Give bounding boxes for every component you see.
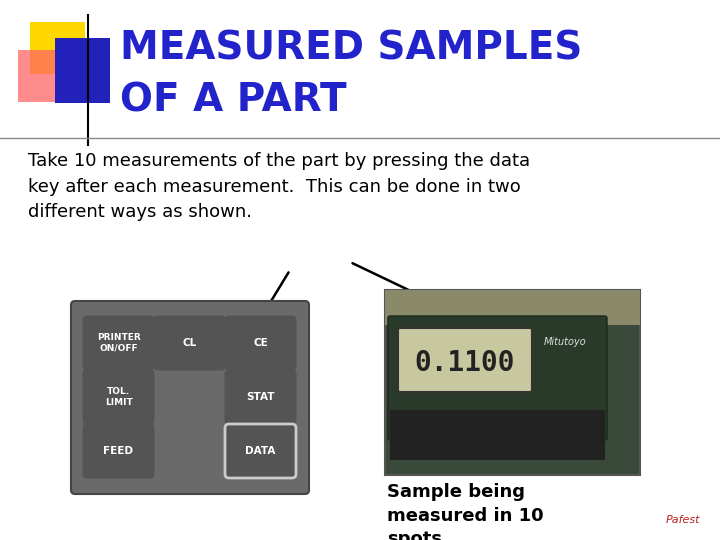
FancyBboxPatch shape [71, 301, 309, 494]
FancyBboxPatch shape [83, 316, 154, 370]
Text: PRINTER
ON/OFF: PRINTER ON/OFF [96, 333, 140, 353]
Text: 0.1100: 0.1100 [415, 349, 516, 377]
Bar [390, 410, 605, 460]
FancyBboxPatch shape [398, 328, 532, 392]
FancyBboxPatch shape [83, 370, 154, 424]
FancyBboxPatch shape [225, 316, 296, 370]
Text: TOL.
LIMIT: TOL. LIMIT [104, 387, 132, 407]
Text: Take 10 measurements of the part by pressing the data
key after each measurement: Take 10 measurements of the part by pres… [28, 152, 530, 221]
Bar [18, 50, 73, 102]
FancyBboxPatch shape [225, 424, 296, 478]
Text: STAT: STAT [246, 392, 275, 402]
FancyBboxPatch shape [83, 424, 154, 478]
FancyBboxPatch shape [154, 316, 225, 370]
Text: DATA: DATA [246, 446, 276, 456]
Text: CE: CE [253, 338, 268, 348]
FancyBboxPatch shape [225, 370, 296, 424]
Bar [30, 22, 85, 74]
Text: Pafest: Pafest [665, 515, 700, 525]
Text: Sample being
measured in 10
spots: Sample being measured in 10 spots [387, 483, 544, 540]
Text: CL: CL [182, 338, 197, 348]
FancyBboxPatch shape [388, 316, 607, 440]
Bar [385, 290, 640, 325]
Text: FEED: FEED [104, 446, 133, 456]
FancyBboxPatch shape [385, 290, 640, 475]
Bar [55, 38, 110, 103]
Text: MEASURED SAMPLES: MEASURED SAMPLES [120, 30, 582, 68]
Text: OF A PART: OF A PART [120, 82, 346, 120]
Text: Mitutoyo: Mitutoyo [544, 337, 586, 347]
